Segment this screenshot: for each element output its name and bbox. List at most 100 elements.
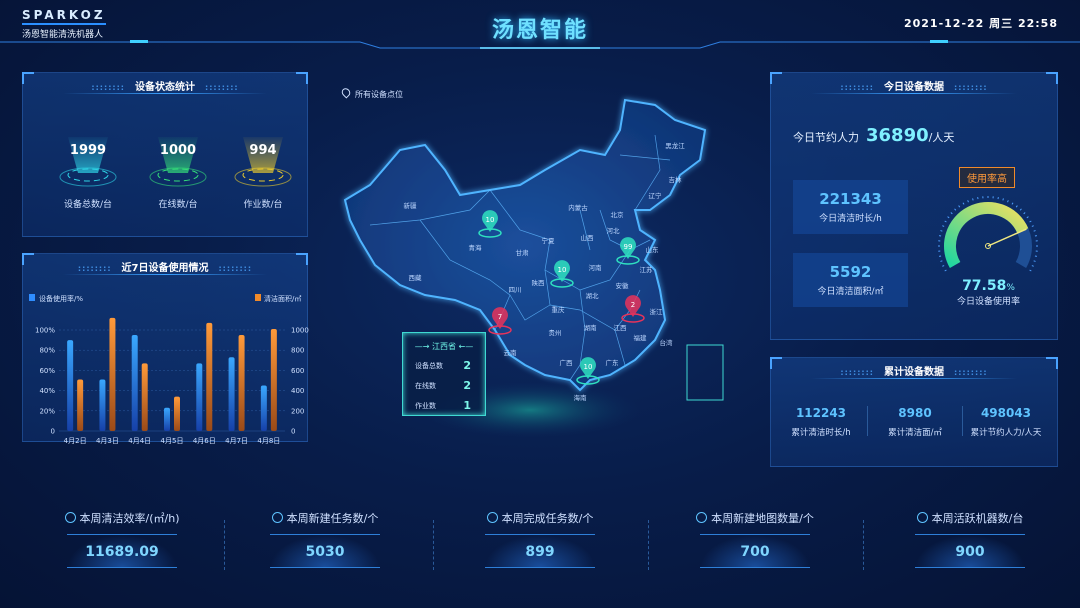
gauge-tick bbox=[1029, 220, 1032, 223]
bar-clean-area[interactable] bbox=[270, 328, 277, 431]
x-axis-tick: 4月3日 bbox=[96, 437, 119, 445]
province-label[interactable]: 安徽 bbox=[616, 281, 630, 290]
china-outline bbox=[343, 98, 707, 392]
device-marker[interactable]: 7 bbox=[488, 307, 512, 335]
bar-clean-area[interactable] bbox=[77, 379, 84, 431]
bar-usage-rate[interactable] bbox=[164, 407, 170, 431]
bar-usage-rate[interactable] bbox=[196, 363, 203, 431]
gauge-icon bbox=[916, 512, 928, 523]
bar-clean-area[interactable] bbox=[109, 317, 116, 431]
province-label[interactable]: 甘肃 bbox=[516, 248, 530, 257]
province-label[interactable]: 河北 bbox=[607, 227, 621, 235]
bar-clean-area[interactable] bbox=[238, 335, 245, 431]
status-label: 作业数/台 bbox=[243, 200, 283, 210]
province-label[interactable]: 辽宁 bbox=[649, 191, 663, 200]
gauge-tick bbox=[940, 230, 943, 232]
bar-usage-rate[interactable] bbox=[260, 385, 267, 431]
bar-clean-area[interactable] bbox=[174, 396, 180, 431]
gauge-tick bbox=[942, 225, 945, 227]
status-label: 设备总数/台 bbox=[63, 200, 113, 210]
popup-row-total: 设备总数 2 bbox=[415, 359, 471, 372]
svg-text:设备使用率/%: 设备使用率/% bbox=[39, 294, 83, 303]
province-label[interactable]: 台湾 bbox=[660, 338, 674, 347]
province-label[interactable]: 西藏 bbox=[409, 273, 423, 282]
province-label[interactable]: 江苏 bbox=[640, 265, 654, 274]
province-label[interactable]: 江西 bbox=[614, 324, 628, 332]
usage-gauge bbox=[938, 196, 1038, 272]
weekly-stat-label: 本周新建地图数量/个 bbox=[711, 512, 814, 525]
province-label[interactable]: 浙江 bbox=[650, 307, 664, 316]
weekly-stat: 本周完成任务数/个 899 bbox=[450, 510, 630, 568]
province-label[interactable]: 湖南 bbox=[584, 323, 598, 332]
province-label[interactable]: 北京 bbox=[611, 210, 625, 219]
device-marker[interactable]: 10 bbox=[478, 210, 502, 238]
divider bbox=[223, 520, 225, 570]
province-label[interactable]: 贵州 bbox=[549, 328, 562, 337]
gauge-tick bbox=[1019, 208, 1022, 211]
province-label[interactable]: 青海 bbox=[469, 243, 483, 252]
bar-usage-rate[interactable] bbox=[131, 335, 138, 431]
weekly-stat-label: 本周清洁效率/(㎡/h) bbox=[79, 512, 180, 525]
bar-usage-rate[interactable] bbox=[228, 357, 235, 431]
province-label[interactable]: 山西 bbox=[581, 233, 595, 242]
cumulative-clean-hours: 112243 累计清洁时长/h bbox=[791, 406, 851, 438]
left-axis-tick: 80% bbox=[39, 347, 55, 355]
left-axis-tick: 20% bbox=[39, 407, 55, 415]
weekly-stat: 本周新建地图数量/个 700 bbox=[665, 510, 845, 568]
saved-manpower: 今日节约人力 36890/人天 bbox=[793, 125, 955, 146]
gauge-tick bbox=[947, 216, 950, 219]
legend-usage-rate: 设备使用率/% bbox=[29, 294, 83, 303]
province-label[interactable]: 重庆 bbox=[552, 305, 566, 314]
gauge-tick bbox=[954, 208, 957, 211]
map-label: 所有设备点位 bbox=[339, 86, 403, 100]
bar-clean-area[interactable] bbox=[141, 363, 148, 431]
province-label[interactable]: 广东 bbox=[606, 358, 620, 367]
weekly-stat: 本周新建任务数/个 5030 bbox=[235, 510, 415, 568]
gauge-tick bbox=[1031, 225, 1034, 227]
province-label[interactable]: 福建 bbox=[634, 333, 648, 342]
x-axis-tick: 4月6日 bbox=[193, 437, 216, 445]
province-label[interactable]: 云南 bbox=[504, 348, 518, 357]
gauge-tick bbox=[1033, 260, 1036, 262]
province-label[interactable]: 吉林 bbox=[669, 175, 683, 184]
gauge-tick bbox=[958, 205, 961, 208]
province-label[interactable]: 湖北 bbox=[586, 291, 600, 300]
province-label[interactable]: 内蒙古 bbox=[568, 203, 588, 212]
province-label[interactable]: 陕西 bbox=[532, 278, 546, 287]
weekly-stat-value: 5030 bbox=[305, 544, 345, 560]
gauge-tick bbox=[1029, 269, 1032, 272]
province-label[interactable]: 黑龙江 bbox=[665, 141, 685, 150]
device-marker[interactable]: 10 bbox=[576, 357, 600, 385]
gauge-tick bbox=[944, 269, 947, 272]
panel-title: 今日设备数据 bbox=[771, 78, 1057, 93]
province-label[interactable]: 四川 bbox=[509, 286, 522, 294]
province-label[interactable]: 河南 bbox=[589, 263, 603, 272]
gauge-tick bbox=[1026, 216, 1029, 219]
province-label[interactable]: 新疆 bbox=[404, 201, 418, 210]
bar-clean-area[interactable] bbox=[206, 322, 213, 431]
device-marker[interactable]: 99 bbox=[616, 237, 640, 265]
gauge-tick bbox=[1011, 202, 1014, 205]
logo: SPARKOZ 汤恩智能清洗机器人 bbox=[22, 8, 106, 40]
weekly-stat: 本周活跃机器数/台 900 bbox=[880, 510, 1060, 568]
weekly-stat-label: 本周新建任务数/个 bbox=[286, 512, 379, 525]
province-popup: —→ 江西省 ←— 设备总数 2 在线数 2 作业数 1 bbox=[402, 332, 486, 416]
gauge-tick bbox=[1031, 265, 1034, 267]
marker-count: 2 bbox=[631, 301, 635, 309]
province-label[interactable]: 山东 bbox=[646, 245, 660, 254]
right-axis-tick: 400 bbox=[291, 387, 304, 395]
south-china-sea-inset bbox=[686, 344, 724, 401]
bar-usage-rate[interactable] bbox=[67, 340, 74, 431]
gauge-tick bbox=[967, 200, 969, 203]
gauge-tick bbox=[1033, 230, 1036, 232]
marker-count: 10 bbox=[584, 363, 593, 371]
device-marker[interactable]: 2 bbox=[621, 295, 645, 323]
divider bbox=[647, 520, 649, 570]
bar-usage-rate[interactable] bbox=[99, 379, 106, 431]
device-marker[interactable]: 10 bbox=[550, 260, 574, 288]
province-label[interactable]: 海南 bbox=[574, 393, 588, 402]
panel-title: 设备状态统计 bbox=[23, 78, 307, 93]
province-label[interactable]: 宁夏 bbox=[542, 236, 556, 245]
province-label[interactable]: 广西 bbox=[560, 358, 574, 367]
